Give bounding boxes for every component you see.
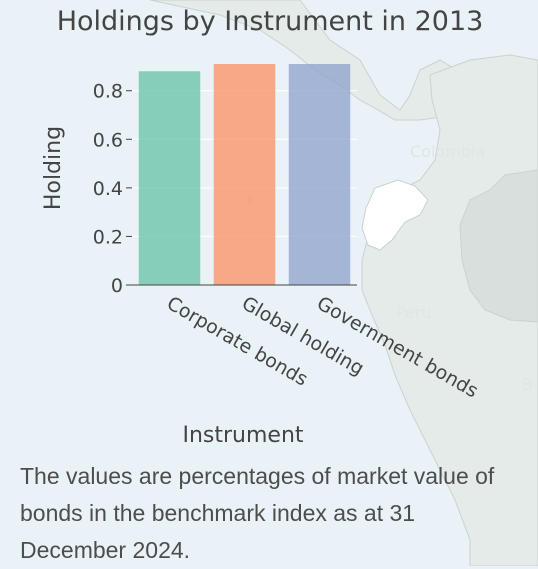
map-label-colombia: Colombia — [410, 142, 485, 161]
chart-title: Holdings by Instrument in 2013 — [57, 6, 484, 37]
x-tick-label: Corporate bonds — [163, 292, 311, 390]
map-label-peru: Peru — [396, 303, 432, 322]
highlight-region — [361, 179, 429, 251]
map-label-b: B — [522, 375, 533, 394]
y-ticks: 0 0.2 0.4 0.6 0.8 — [93, 81, 132, 297]
y-tick-label: 0 — [111, 275, 123, 297]
bar — [138, 71, 201, 286]
y-tick-label: 0.4 — [93, 178, 123, 200]
bar — [213, 64, 276, 285]
y-tick-label: 0.6 — [93, 129, 123, 151]
shaded-region — [459, 169, 538, 323]
bar — [288, 64, 351, 285]
x-axis-label: Instrument — [182, 423, 303, 448]
bars — [138, 64, 351, 286]
y-tick-label: 0.2 — [93, 226, 123, 248]
y-axis-label: Holding — [41, 126, 66, 210]
south-america-land — [361, 54, 538, 566]
chart-caption: The values are percentages of market val… — [20, 463, 495, 563]
y-tick-label: 0.8 — [93, 81, 123, 103]
